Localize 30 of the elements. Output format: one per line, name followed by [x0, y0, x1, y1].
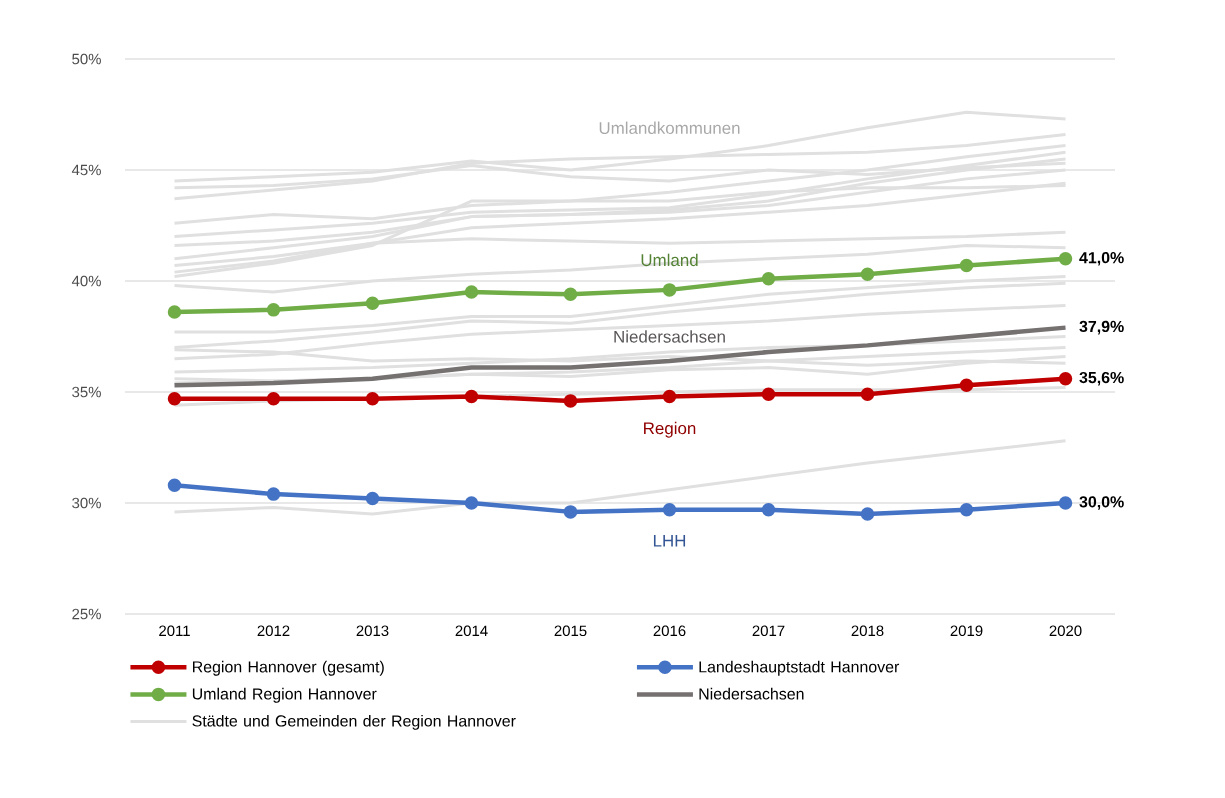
y-tick-label: 35% — [72, 386, 101, 398]
x-tick-label: 2020 — [1049, 625, 1082, 637]
y-tick-label: 30% — [72, 497, 101, 509]
data-label: 41,0% — [1079, 252, 1124, 266]
data-label: 35,6% — [1079, 371, 1124, 386]
x-tick-label: 2016 — [653, 625, 686, 637]
annotation: LHH — [653, 534, 686, 547]
annotation: Umlandkommunen — [599, 121, 740, 135]
y-tick-label: 50% — [72, 53, 101, 65]
annotation: Niedersachsen — [614, 330, 725, 343]
x-tick-label: 2017 — [752, 625, 785, 637]
x-tick-label: 2018 — [851, 625, 884, 637]
y-tick-label: 25% — [72, 608, 101, 620]
x-tick-label: 2012 — [257, 625, 290, 637]
y-tick-label: 45% — [71, 164, 101, 176]
x-tick-label: 2014 — [455, 625, 488, 637]
x-tick-label: 2019 — [950, 625, 983, 637]
legend-label: Umland Region Hannover — [192, 687, 377, 703]
legend-label: Niedersachsen — [699, 687, 804, 700]
x-tick-label: 2015 — [554, 625, 587, 637]
legend-label: Städte und Gemeinden der Region Hannover — [192, 714, 516, 730]
x-tick-label: 2011 — [159, 625, 190, 637]
annotation: Umland — [641, 253, 698, 267]
data-label: 37,9% — [1079, 320, 1124, 335]
data-label: 30,0% — [1079, 496, 1124, 510]
y-tick-label: 40% — [71, 275, 101, 287]
legend-label: Region Hannover (gesamt) — [193, 660, 384, 676]
legend-label: Landeshauptstadt Hannover — [699, 660, 900, 676]
x-tick-label: 2013 — [356, 625, 389, 637]
annotation: Region — [644, 421, 696, 438]
